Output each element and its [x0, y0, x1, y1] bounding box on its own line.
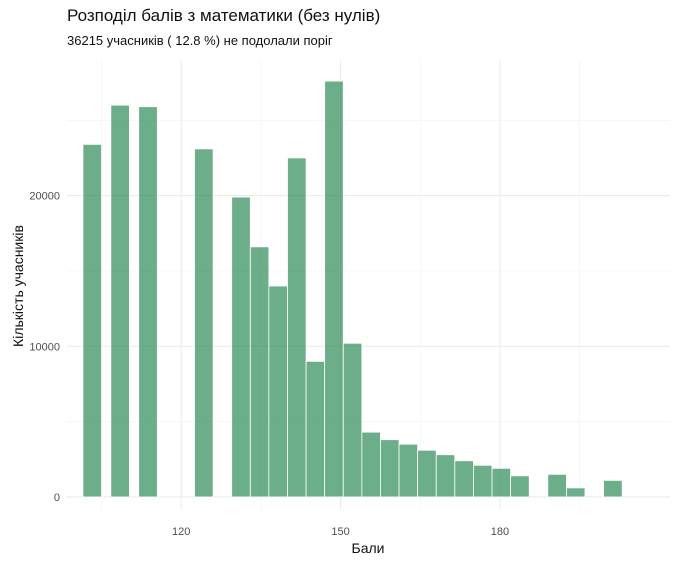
- x-tick-label: 150: [331, 526, 349, 538]
- histogram-bar: [82, 143, 102, 498]
- histogram-bar: [138, 106, 158, 498]
- histogram-bar: [380, 439, 400, 498]
- chart-subtitle: 36215 учасників ( 12.8 %) не подолали по…: [67, 33, 333, 48]
- histogram-bar: [510, 475, 530, 498]
- x-tick-label: 120: [172, 526, 190, 538]
- histogram-bar: [435, 454, 456, 498]
- histogram-bar: [547, 473, 567, 498]
- histogram-bar: [566, 487, 586, 498]
- chart-title: Розподіл балів з математики (без нулів): [67, 6, 381, 25]
- histogram-bar: [287, 157, 307, 498]
- histogram-bar: [417, 449, 437, 498]
- y-tick-label: 10000: [29, 341, 60, 353]
- histogram-bar: [194, 148, 214, 498]
- x-axis-ticks: 120 150 180: [172, 526, 509, 538]
- x-tick-label: 180: [491, 526, 509, 538]
- histogram-bar: [231, 196, 251, 498]
- histogram-bar: [110, 104, 130, 498]
- y-tick-label: 20000: [29, 191, 60, 203]
- histogram-bar: [491, 467, 512, 498]
- histogram-bar: [398, 443, 419, 498]
- histogram-bar: [603, 479, 623, 498]
- x-axis-title: Бали: [352, 540, 385, 556]
- histogram-bars: [82, 80, 623, 498]
- histogram-bar: [361, 431, 381, 498]
- y-tick-label: 0: [54, 492, 60, 504]
- histogram-bar: [473, 464, 493, 498]
- y-axis-title: Кількість учасників: [10, 225, 26, 347]
- histogram-bar: [249, 246, 270, 498]
- histogram-bar: [305, 360, 326, 498]
- histogram-bar: [268, 285, 288, 498]
- histogram-bar: [324, 80, 344, 498]
- histogram-bar: [342, 342, 363, 498]
- histogram-bar: [454, 460, 474, 498]
- y-axis-ticks: 0 10000 20000: [29, 191, 60, 504]
